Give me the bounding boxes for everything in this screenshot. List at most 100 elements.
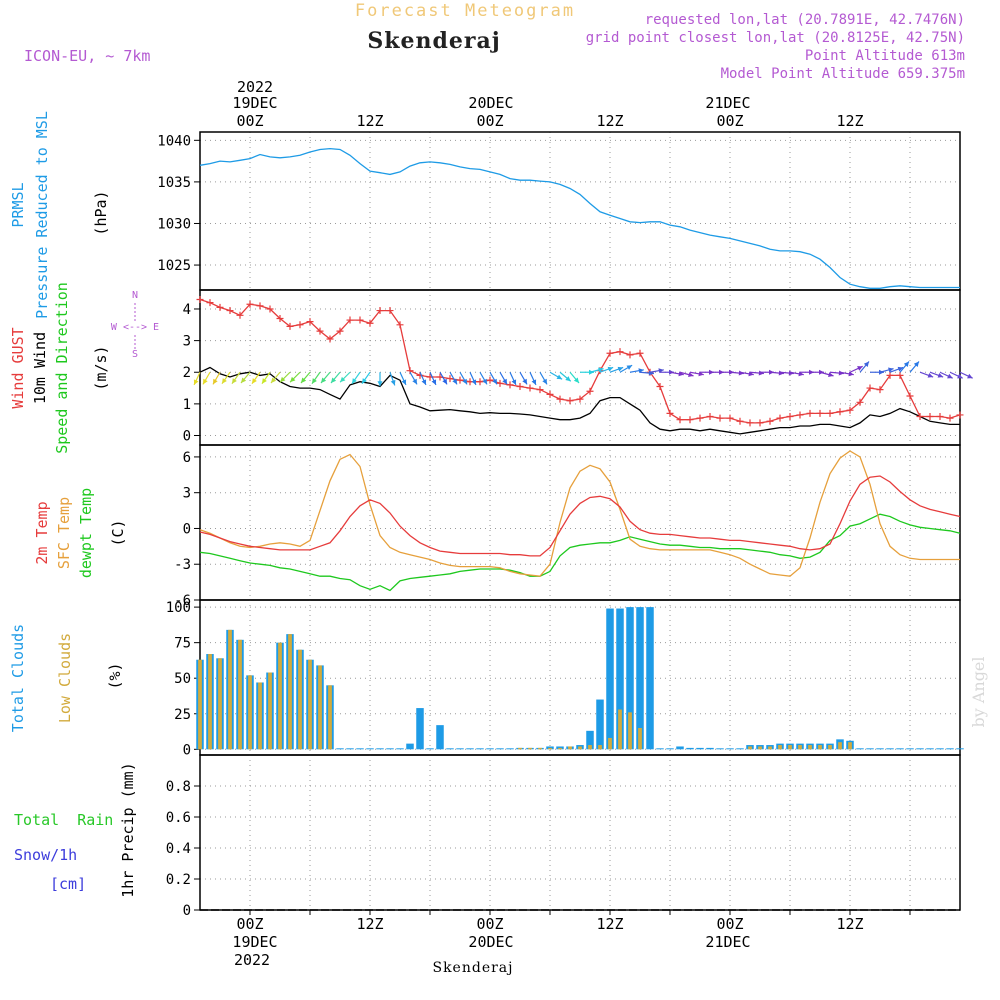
wind-arrow-head: [848, 371, 854, 377]
sfc-temp-label: SFC Temp: [55, 497, 73, 569]
low-cloud-bar: [828, 745, 832, 750]
y-tick-label: 0.8: [166, 779, 191, 795]
gust-marker: [226, 307, 234, 315]
wind-arrow-head: [311, 378, 317, 384]
gust-marker: [356, 316, 364, 324]
gust-marker: [346, 316, 354, 324]
panel-precip: 0 0.2 0.4 0.6 0.8: [166, 754, 961, 919]
wind-arrow-head: [502, 378, 507, 385]
wind-arrow: [619, 364, 633, 373]
low-clouds-label: Low Clouds: [56, 633, 74, 723]
pressure-line: [199, 147, 960, 289]
wind-arrow-head: [598, 367, 604, 373]
gust-marker: [756, 419, 764, 427]
panel-temperature: -6 -3 0 3 6: [174, 444, 961, 609]
gust-marker: [706, 413, 714, 421]
wind-arrow-head: [863, 361, 869, 367]
panel-frame: [199, 131, 961, 291]
y-tick-label: 6: [183, 450, 191, 466]
total-cloud-bar: [596, 699, 604, 750]
wind-arrow: [949, 371, 963, 379]
wind-arrow: [819, 371, 834, 377]
gust-marker: [766, 417, 774, 425]
wind-arrow: [240, 371, 251, 384]
wind-arrow-head: [351, 378, 357, 384]
bottom-hour-label: 12Z: [836, 915, 863, 933]
low-cloud-bar: [848, 742, 852, 750]
low-cloud-bar: [268, 672, 272, 750]
total-cloud-bar: [376, 748, 384, 750]
total-cloud-bar: [456, 748, 464, 750]
gust-marker: [326, 335, 334, 343]
gust-marker: [546, 390, 554, 398]
low-cloud-bar: [298, 649, 302, 750]
low-cloud-bar: [618, 709, 622, 750]
wind-arrow: [559, 371, 572, 382]
gust-marker: [526, 384, 534, 392]
low-cloud-bar: [768, 746, 772, 750]
y-tick-label: -6: [174, 593, 191, 609]
total-cloud-bar: [476, 748, 484, 750]
y-tick-label: 4: [183, 302, 191, 318]
low-cloud-bar: [318, 665, 322, 750]
gust-marker: [556, 395, 564, 403]
bottom-hour-label: 12Z: [596, 915, 623, 933]
wind-arrow: [959, 371, 973, 379]
panel-frame: [199, 754, 961, 911]
low-cloud-bar: [528, 747, 532, 750]
low-cloud-bar: [638, 727, 642, 750]
wind-arrow-head: [678, 371, 684, 377]
gust-marker: [806, 409, 814, 417]
low-cloud-bar: [608, 737, 612, 750]
y-tick-label: 0: [183, 742, 191, 758]
wind-arrow: [361, 371, 371, 385]
y-tick-label: 75: [174, 636, 191, 652]
wind-arrow-head: [280, 376, 286, 383]
wind-arrow-head: [261, 378, 267, 384]
wind-arrow-head: [471, 379, 477, 385]
wind-arrow-head: [522, 378, 527, 385]
wind-arrow: [279, 371, 291, 383]
wind-arrow-head: [442, 378, 447, 385]
panel-frame: [199, 599, 961, 756]
bottom-hour-label: 12Z: [356, 915, 383, 933]
low-cloud-bar: [518, 747, 522, 750]
gust-marker: [386, 307, 394, 315]
low-cloud-bar: [588, 745, 592, 750]
gust-marker: [686, 416, 694, 424]
wind-arrow: [539, 371, 548, 385]
gust-marker: [826, 409, 834, 417]
low-cloud-bar: [238, 639, 242, 750]
gust-marker: [366, 319, 374, 327]
total-cloud-bar: [636, 607, 644, 750]
gust-marker: [946, 414, 954, 422]
wind-arrow-head: [638, 368, 644, 374]
gust-marker: [626, 351, 634, 359]
wind-arrow-head: [957, 373, 963, 379]
y-tick-label: 0.4: [166, 841, 191, 857]
wind-arrow-head: [903, 361, 909, 367]
location-title: Skenderaj: [367, 28, 500, 54]
wind-arrow-head: [251, 378, 257, 384]
total-cloud-bar: [356, 748, 364, 750]
low-cloud-bar: [818, 745, 822, 750]
total-cloud-bar: [366, 748, 374, 750]
wind-arrow-head: [607, 366, 614, 372]
top-hour-label: 00Z: [716, 112, 743, 130]
low-cloud-bar: [198, 659, 202, 750]
snow-label: Snow/1h: [14, 846, 77, 864]
wind-arrow: [300, 371, 311, 384]
wind-arrow-head: [626, 365, 633, 370]
total-cloud-bar: [946, 748, 954, 750]
gust-marker: [196, 295, 204, 303]
wind-arrow-head: [698, 371, 704, 377]
wind-arrow: [489, 371, 498, 385]
total-cloud-bar: [496, 748, 504, 750]
total-cloud-bar: [896, 748, 904, 750]
wind-arrow: [231, 371, 241, 385]
gust-marker: [256, 302, 264, 310]
top-hour-label: 12Z: [356, 112, 383, 130]
low-cloud-bar: [548, 747, 552, 750]
bottom-hour-labels: 00Z 12Z 00Z 12Z 00Z 12Z: [236, 915, 863, 933]
